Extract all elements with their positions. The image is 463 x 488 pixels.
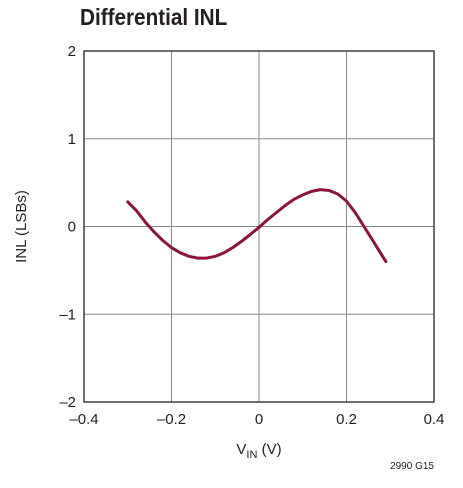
y-tick-label: –2 <box>59 394 76 411</box>
x-tick-label: 0.2 <box>336 411 357 428</box>
figure-code: 2990 G15 <box>390 461 434 472</box>
x-axis-label-main: V <box>236 441 246 458</box>
x-axis-label-unit: (V) <box>257 441 281 458</box>
x-tick-labels: –0.4 –0.2 0 0.2 0.4 <box>69 411 444 428</box>
y-tick-label: 2 <box>68 43 76 60</box>
x-tick-label: 0.4 <box>424 411 445 428</box>
x-tick-label: –0.2 <box>157 411 186 428</box>
plot-frame <box>83 50 435 403</box>
x-axis-label: VIN (V) <box>236 441 281 461</box>
y-axis-label: INL (LSBs) <box>13 190 30 263</box>
inl-curve <box>126 188 388 264</box>
y-tick-label: 1 <box>68 131 76 148</box>
x-tick-label: 0 <box>255 411 263 428</box>
y-tick-label: –1 <box>59 306 76 323</box>
y-tick-labels: –2 –1 0 1 2 <box>59 43 76 411</box>
y-tick-label: 0 <box>68 219 76 236</box>
x-tick-label: –0.4 <box>69 411 98 428</box>
chart-title: Differential INL <box>80 4 228 30</box>
x-axis-label-sub: IN <box>246 449 257 461</box>
